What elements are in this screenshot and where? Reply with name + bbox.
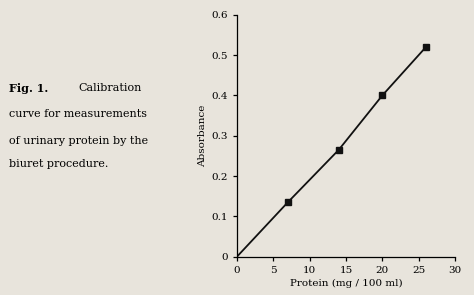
Text: Fig. 1.: Fig. 1. [9,83,49,94]
Text: biuret procedure.: biuret procedure. [9,159,109,169]
X-axis label: Protein (mg / 100 ml): Protein (mg / 100 ml) [290,279,402,288]
Text: Calibration: Calibration [78,83,142,93]
Text: curve for measurements: curve for measurements [9,109,147,119]
Text: of urinary protein by the: of urinary protein by the [9,136,149,146]
Y-axis label: Absorbance: Absorbance [198,104,207,167]
